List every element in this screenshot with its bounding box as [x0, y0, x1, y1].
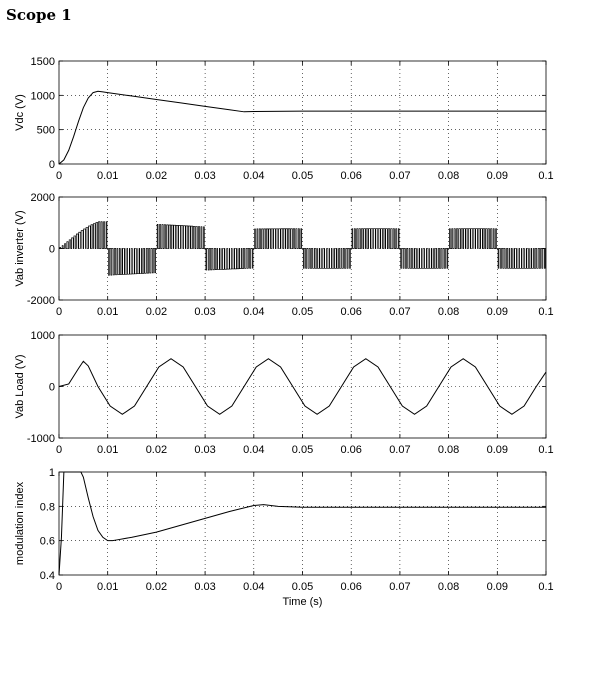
x-tick-label: 0.07 — [389, 581, 410, 593]
x-tick-label: 0.05 — [292, 170, 313, 182]
axes-frame — [58, 334, 547, 439]
x-axis-label: Time (s) — [283, 596, 323, 608]
axes-frame — [58, 60, 547, 165]
x-tick-label: 0.04 — [243, 170, 264, 182]
x-tick-label: 0 — [56, 170, 62, 182]
x-tick-label: 0 — [56, 306, 62, 318]
x-tick-label: 0.05 — [292, 581, 313, 593]
x-tick-label: 0.04 — [243, 306, 264, 318]
y-tick-label: 0.4 — [40, 570, 55, 582]
x-tick-label: 0.03 — [194, 170, 215, 182]
x-tick-label: 0.08 — [438, 170, 459, 182]
x-tick-label: 0.08 — [438, 581, 459, 593]
x-tick-label: 0.07 — [389, 306, 410, 318]
y-tick-label: 1000 — [31, 90, 55, 102]
y-tick-label: 2000 — [31, 192, 55, 204]
x-tick-label: 0.01 — [97, 306, 118, 318]
x-tick-label: 0.03 — [194, 444, 215, 456]
x-tick-label: 0.03 — [194, 306, 215, 318]
x-tick-label: 0 — [56, 581, 62, 593]
x-tick-label: 0.03 — [194, 581, 215, 593]
pwm-pulse-train — [59, 221, 546, 276]
y-tick-label: 1 — [49, 467, 55, 479]
x-tick-label: 0.09 — [487, 444, 508, 456]
y-axis-label: modulation index — [14, 481, 26, 565]
x-tick-label: 0.09 — [487, 170, 508, 182]
x-tick-label: 0.01 — [97, 581, 118, 593]
x-tick-label: 0.02 — [146, 581, 167, 593]
x-tick-label: 0.06 — [340, 306, 361, 318]
plot-vab-inverter: 0 0.01 0.02 0.03 0.04 0.05 0.06 0.07 0.08 0.09 0.1… — [14, 192, 554, 318]
x-tick-label: 0 — [56, 444, 62, 456]
x-tick-label: 0.1 — [538, 581, 553, 593]
plot-vab-load: 0 0.01 0.02 0.03 0.04 0.05 0.06 0.07 0.08 0.09 0.1… — [14, 330, 554, 456]
x-tick-label: 0.02 — [146, 306, 167, 318]
y-tick-label: 0.6 — [40, 536, 55, 548]
y-tick-label: 1500 — [31, 56, 55, 68]
x-tick-label: 0.01 — [97, 444, 118, 456]
x-tick-label: 0.1 — [538, 306, 553, 318]
x-tick-label: 0.02 — [146, 170, 167, 182]
y-axis-label: Vab inverter (V) — [14, 210, 26, 286]
x-tick-label: 0.09 — [487, 581, 508, 593]
x-tick-label: 0.06 — [340, 581, 361, 593]
x-tick-label: 0.1 — [538, 170, 553, 182]
x-tick-label: 0.08 — [438, 444, 459, 456]
x-tick-label: 0.06 — [340, 444, 361, 456]
series-line — [58, 358, 547, 415]
page-title: Scope 1 — [6, 6, 72, 24]
x-tick-label: 0.02 — [146, 444, 167, 456]
x-tick-label: 0.08 — [438, 306, 459, 318]
y-tick-label: 1000 — [31, 330, 55, 342]
x-tick-label: 0.05 — [292, 306, 313, 318]
x-tick-label: 0.07 — [389, 170, 410, 182]
x-tick-label: 0.06 — [340, 170, 361, 182]
x-tick-label: 0.01 — [97, 170, 118, 182]
y-axis-label: Vab Load (V) — [14, 354, 26, 418]
y-tick-label: 0.8 — [40, 501, 55, 513]
x-tick-label: 0.04 — [243, 581, 264, 593]
y-tick-label: -2000 — [27, 295, 55, 307]
x-tick-label: 0.1 — [538, 444, 553, 456]
y-tick-label: 500 — [37, 125, 55, 137]
x-tick-label: 0.05 — [292, 444, 313, 456]
x-tick-label: 0.09 — [487, 306, 508, 318]
y-tick-label: 0 — [49, 382, 55, 394]
series-line — [58, 90, 546, 165]
plot-vdc: 0 0.01 0.02 0.03 0.04 0.05 0.06 0.07 0.08 0.09 0.1… — [14, 56, 554, 182]
y-tick-label: 0 — [49, 159, 55, 171]
axes-frame — [58, 471, 547, 576]
y-tick-label: -1000 — [27, 433, 55, 445]
y-tick-label: 0 — [49, 244, 55, 256]
series-line — [58, 471, 546, 576]
y-axis-label: Vdc (V) — [14, 94, 26, 131]
x-tick-label: 0.07 — [389, 444, 410, 456]
plot-modulation-index: 0 0.01 0.02 0.03 0.04 0.05 0.06 0.07 0.08 0.09 0.1… — [14, 467, 554, 608]
x-tick-label: 0.04 — [243, 444, 264, 456]
